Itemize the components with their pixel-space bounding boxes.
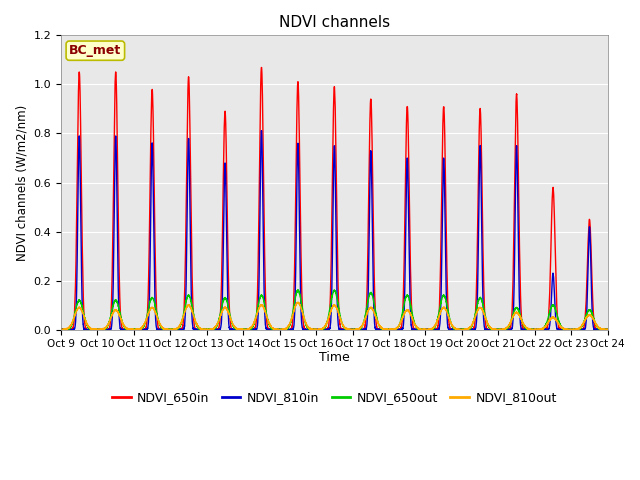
NDVI_650in [57,326,65,332]
NDVI_650in [410,326,418,332]
NDVI_810out [604,326,612,332]
NDVI_810in [168,327,176,333]
NDVI_810out [168,327,176,333]
NDVI_650out [602,326,610,332]
Text: BC_met: BC_met [69,44,122,57]
Line: NDVI_650in: NDVI_650in [61,68,608,330]
Title: NDVI channels: NDVI channels [279,15,390,30]
Line: NDVI_810out: NDVI_810out [61,302,608,330]
NDVI_810in [57,327,65,333]
Line: NDVI_810in: NDVI_810in [61,131,608,330]
NDVI_810in [258,128,266,133]
NDVI_810out [488,325,495,331]
NDVI_810in [410,327,418,333]
NDVI_650out [294,287,301,293]
NDVI_810in [262,324,269,330]
NDVI_650out [262,307,269,313]
Legend: NDVI_650in, NDVI_810in, NDVI_650out, NDVI_810out: NDVI_650in, NDVI_810in, NDVI_650out, NDV… [107,386,562,409]
NDVI_650in [174,327,182,333]
NDVI_810out [262,310,269,316]
NDVI_650out [488,326,495,332]
NDVI_810out [174,324,182,330]
NDVI_650in [604,327,612,333]
NDVI_650out [604,327,612,333]
NDVI_810in [604,327,612,333]
NDVI_810in [174,326,182,332]
NDVI_810out [602,327,610,333]
NDVI_810in [602,327,610,333]
NDVI_810out [294,300,301,305]
NDVI_650out [168,327,176,333]
Line: NDVI_650out: NDVI_650out [61,290,608,330]
NDVI_650in [168,327,176,333]
NDVI_650in [262,301,269,307]
NDVI_810in [488,326,495,332]
NDVI_650in [258,65,266,71]
Y-axis label: NDVI channels (W/m2/nm): NDVI channels (W/m2/nm) [15,105,28,261]
NDVI_650in [602,327,610,333]
NDVI_650in [58,327,65,333]
NDVI_650out [58,327,65,333]
NDVI_810out [410,319,418,325]
NDVI_650out [174,326,182,332]
NDVI_650out [57,326,65,332]
NDVI_650out [410,318,418,324]
X-axis label: Time: Time [319,351,349,364]
NDVI_810out [57,327,65,333]
NDVI_650in [488,327,495,333]
